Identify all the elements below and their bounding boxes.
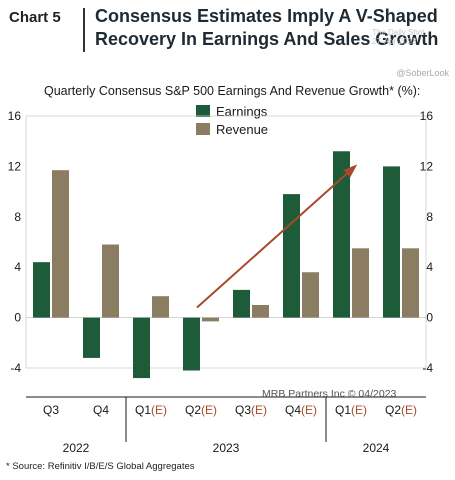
y-tick-label-left: 16 (8, 109, 22, 123)
watermark: The Daily Shot 27-Apr-2023 (372, 28, 424, 46)
plot-frame (25, 115, 427, 369)
revenue-bar (302, 272, 319, 318)
legend-label-earnings: Earnings (216, 104, 268, 119)
chart-title: Consensus Estimates Imply A V-Shaped Rec… (95, 5, 450, 51)
y-tick-label-left: 8 (14, 210, 21, 224)
earnings-bar (383, 166, 400, 318)
year-label: 2022 (63, 441, 90, 455)
earnings-bar (183, 317, 200, 371)
trend-arrow-shaft (196, 165, 356, 309)
x-tick-label: Q4(E) (285, 403, 317, 417)
earnings-bar (33, 262, 50, 318)
revenue-bar (152, 296, 169, 318)
y-tick-label-left: -4 (10, 361, 21, 375)
x-tick-label: Q2(E) (385, 403, 417, 417)
legend-swatch-earnings (196, 105, 210, 117)
earnings-bar (333, 151, 350, 318)
legend-item-revenue: Revenue (196, 122, 268, 137)
trend-arrow-head (343, 164, 358, 178)
chart-title-line-2: Recovery In Earnings And Sales Growth (95, 29, 439, 49)
revenue-bar (202, 317, 219, 322)
title-divider (83, 8, 85, 52)
watermark-line-2: 27-Apr-2023 (372, 37, 417, 46)
y-tick-label-left: 0 (14, 311, 21, 325)
x-tick-label: Q3 (43, 403, 59, 417)
y-tick-label-right: 12 (420, 159, 434, 173)
chart-number: Chart 5 (9, 9, 61, 26)
earnings-bar (283, 194, 300, 318)
x-tick-label: Q1(E) (335, 403, 367, 417)
earnings-bar (83, 317, 100, 358)
earnings-bar (233, 289, 250, 318)
year-label: 2023 (213, 441, 240, 455)
y-tick-label-left: 12 (8, 159, 22, 173)
revenue-bar (352, 248, 369, 318)
revenue-bar (52, 170, 69, 318)
chart-credit: MRB Partners Inc © 04/2023 (262, 388, 397, 400)
year-label: 2024 (363, 441, 390, 455)
chart-subtitle: Quarterly Consensus S&P 500 Earnings And… (44, 84, 421, 98)
x-tick-label: Q3(E) (235, 403, 267, 417)
chart-title-line-1: Consensus Estimates Imply A V-Shaped (95, 6, 438, 26)
y-tick-label-left: 4 (14, 260, 21, 274)
source-note: * Source: Refinitiv I/B/E/S Global Aggre… (6, 461, 195, 472)
revenue-bar (102, 244, 119, 318)
watermark-line-1: The Daily Shot (372, 28, 425, 37)
x-tick-label: Q2(E) (185, 403, 217, 417)
legend-label-revenue: Revenue (216, 122, 269, 137)
y-tick-label-right: 0 (426, 311, 433, 325)
x-tick-label: Q1(E) (135, 403, 167, 417)
y-tick-label-right: -4 (422, 361, 433, 375)
chart-header: Chart 5 Consensus Estimates Imply A V-Sh… (0, 0, 455, 60)
y-tick-label-right: 16 (420, 109, 434, 123)
earnings-bar (133, 317, 150, 379)
y-tick-label-right: 4 (426, 260, 433, 274)
revenue-bar (402, 248, 419, 318)
social-handle: @SoberLook (396, 68, 449, 78)
revenue-bar (252, 305, 269, 318)
legend-item-earnings: Earnings (196, 104, 267, 119)
x-tick-label: Q4 (93, 403, 109, 417)
y-tick-label-right: 8 (426, 210, 433, 224)
legend-swatch-revenue (196, 123, 210, 135)
